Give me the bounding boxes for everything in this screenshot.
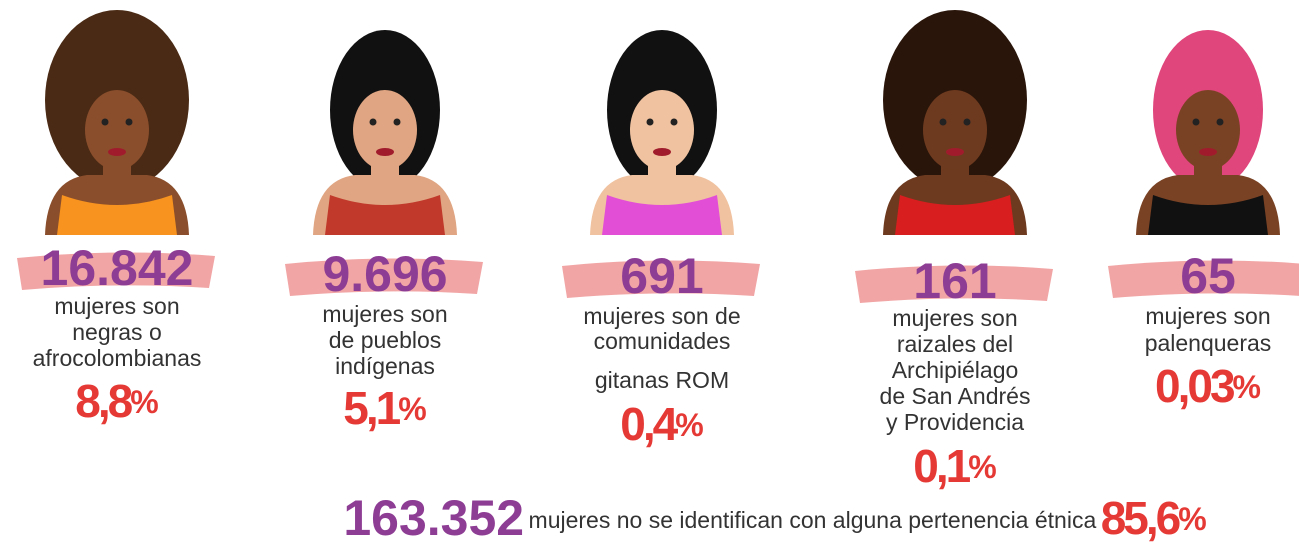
description-line: mujeres son bbox=[54, 293, 179, 319]
lips bbox=[108, 148, 126, 156]
eye bbox=[102, 119, 109, 126]
percent-sign: % bbox=[968, 449, 996, 485]
description-line: de pueblos bbox=[329, 327, 442, 353]
percent: 5,1% bbox=[343, 382, 426, 434]
description-line: raizales del bbox=[897, 331, 1013, 357]
percent: 0,03% bbox=[1155, 360, 1261, 412]
eye bbox=[1217, 119, 1224, 126]
face bbox=[85, 90, 149, 170]
face bbox=[1176, 90, 1240, 170]
description-line: mujeres son bbox=[1145, 303, 1270, 329]
percent-sign: % bbox=[675, 407, 703, 443]
eye bbox=[671, 119, 678, 126]
percent-value: 0,1 bbox=[913, 440, 970, 492]
summary-percent: 85,6 bbox=[1101, 492, 1180, 544]
eye bbox=[940, 119, 947, 126]
percent: 0,4% bbox=[620, 398, 703, 450]
eye bbox=[647, 119, 654, 126]
summary-count: 163.352 bbox=[343, 490, 524, 546]
eye bbox=[1193, 119, 1200, 126]
summary-percent-sign: % bbox=[1178, 501, 1206, 537]
lips bbox=[653, 148, 671, 156]
face bbox=[353, 90, 417, 170]
description-line: comunidades bbox=[594, 328, 731, 354]
portrait bbox=[883, 10, 1027, 235]
lips bbox=[376, 148, 394, 156]
face bbox=[630, 90, 694, 170]
description-line: indígenas bbox=[335, 353, 435, 379]
description-line: de San Andrés bbox=[880, 383, 1031, 409]
lips bbox=[1199, 148, 1217, 156]
eye bbox=[964, 119, 971, 126]
percent: 0,1% bbox=[913, 440, 996, 492]
count: 65 bbox=[1180, 248, 1236, 304]
percent-sign: % bbox=[398, 391, 426, 427]
summary: 163.352 mujeres no se identifican con al… bbox=[343, 490, 1206, 546]
percent-value: 0,03 bbox=[1155, 360, 1234, 412]
count: 691 bbox=[620, 248, 703, 304]
description-line: y Providencia bbox=[886, 409, 1024, 435]
percent-sign: % bbox=[1233, 369, 1261, 405]
portrait bbox=[590, 30, 734, 235]
description-line: palenqueras bbox=[1145, 330, 1272, 356]
count: 16.842 bbox=[41, 240, 194, 296]
percent: 8,8% bbox=[75, 375, 158, 427]
percent-value: 8,8 bbox=[75, 375, 132, 427]
eye bbox=[394, 119, 401, 126]
illustrations bbox=[45, 10, 1280, 235]
count: 161 bbox=[913, 253, 996, 309]
description-line: mujeres son bbox=[322, 301, 447, 327]
lips bbox=[946, 148, 964, 156]
face bbox=[923, 90, 987, 170]
description-line: afrocolombianas bbox=[33, 345, 202, 371]
portrait bbox=[1136, 30, 1280, 235]
percent-value: 0,4 bbox=[620, 398, 678, 450]
percent-sign: % bbox=[130, 384, 158, 420]
eye bbox=[370, 119, 377, 126]
description-line: negras o bbox=[72, 319, 162, 345]
portrait bbox=[45, 10, 189, 235]
summary-text: mujeres no se identifican con alguna per… bbox=[529, 507, 1097, 533]
count: 9.696 bbox=[322, 246, 447, 302]
infographic: 16.842mujeres sonnegras oafrocolombianas… bbox=[0, 0, 1299, 552]
portrait bbox=[313, 30, 457, 235]
eye bbox=[126, 119, 133, 126]
percent-value: 5,1 bbox=[343, 382, 400, 434]
description-line: mujeres son bbox=[892, 305, 1017, 331]
description-line: gitanas ROM bbox=[595, 367, 729, 393]
description-line: Archipiélago bbox=[892, 357, 1019, 383]
description-line: mujeres son de bbox=[583, 303, 740, 329]
